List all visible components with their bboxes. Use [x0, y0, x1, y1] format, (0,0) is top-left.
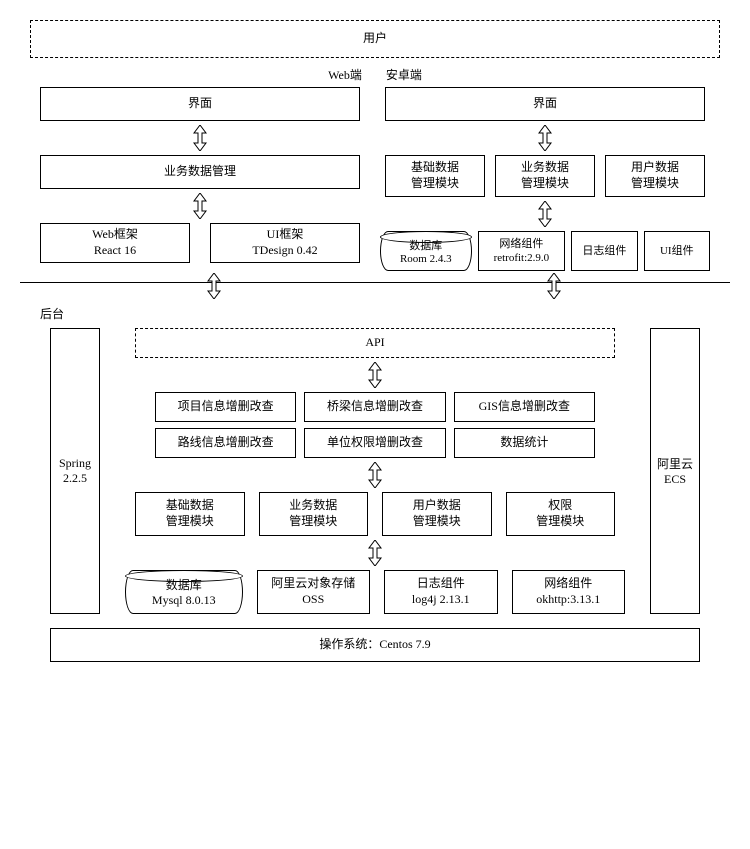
- web-fw-web-label: Web框架 React 16: [92, 227, 138, 258]
- android-db-label: 数据库 Room 2.4.3: [400, 237, 452, 265]
- api-label: API: [365, 335, 384, 351]
- user-label: 用户: [363, 31, 387, 47]
- svc-r1c1: 项目信息增删改查: [155, 392, 296, 422]
- android-mod-biz: 业务数据 管理模块: [495, 155, 595, 197]
- android-mod-base: 基础数据 管理模块: [385, 155, 485, 197]
- mgr-perm: 权限 管理模块: [506, 492, 616, 536]
- backend-left-label: Spring 2.2.5: [59, 456, 91, 486]
- arrow-icon: [366, 462, 384, 488]
- svc-r2c2-label: 单位权限增删改查: [327, 435, 423, 451]
- mgr-biz-label: 业务数据 管理模块: [289, 498, 337, 529]
- android-uic-label: UI组件: [660, 244, 694, 258]
- svc-r1c1-label: 项目信息增删改查: [178, 399, 274, 415]
- web-biz-box: 业务数据管理: [40, 155, 360, 189]
- arrow-icon: [536, 125, 554, 151]
- android-column: 界面 基础数据 管理模块 业务数据 管理模块 用户数据 管理模块 数据库 Roo…: [380, 87, 710, 271]
- svc-r1c2-label: 桥梁信息增删改查: [327, 399, 423, 415]
- mgr-biz: 业务数据 管理模块: [259, 492, 369, 536]
- arrow-icon: [366, 540, 384, 566]
- arrow-icon: [191, 193, 209, 219]
- os-label: 操作系统：Centos 7.9: [319, 637, 430, 653]
- svc-r1c3-label: GIS信息增删改查: [479, 399, 570, 415]
- infra-db-label: 数据库 Mysql 8.0.13: [152, 576, 216, 608]
- android-ui-label: 界面: [533, 96, 557, 112]
- android-mod-base-label: 基础数据 管理模块: [411, 160, 459, 191]
- os-box: 操作系统：Centos 7.9: [50, 628, 700, 662]
- arrow-icon: [536, 201, 554, 227]
- web-ui-box: 界面: [40, 87, 360, 121]
- api-box: API: [135, 328, 615, 358]
- infra-log-label: 日志组件 log4j 2.13.1: [412, 576, 470, 607]
- android-ui-box: 界面: [385, 87, 705, 121]
- divider-line: [20, 282, 730, 283]
- web-fw-ui-label: UI框架 TDesign 0.42: [252, 227, 317, 258]
- svc-r2c3: 数据统计: [454, 428, 595, 458]
- svc-r2c1-label: 路线信息增删改查: [178, 435, 274, 451]
- infra-oss: 阿里云对象存储 OSS: [257, 570, 371, 614]
- client-labels: Web端 安卓端: [20, 66, 730, 83]
- svc-r2c1: 路线信息增删改查: [155, 428, 296, 458]
- svc-r2c3-label: 数据统计: [500, 435, 548, 451]
- backend-right-label: 阿里云 ECS: [657, 455, 693, 487]
- web-column: 界面 业务数据管理 Web框架 React 16 UI框架 TDesign 0.…: [40, 87, 360, 263]
- backend-right-box: 阿里云 ECS: [650, 328, 700, 614]
- mgr-base-label: 基础数据 管理模块: [166, 498, 214, 529]
- mgr-user: 用户数据 管理模块: [382, 492, 492, 536]
- svc-r1c3: GIS信息增删改查: [454, 392, 595, 422]
- infra-net: 网络组件 okhttp:3.13.1: [512, 570, 626, 614]
- svc-r2c2: 单位权限增删改查: [304, 428, 445, 458]
- infra-db: 数据库 Mysql 8.0.13: [125, 570, 243, 614]
- web-biz-label: 业务数据管理: [164, 164, 236, 180]
- web-fw-ui-box: UI框架 TDesign 0.42: [210, 223, 360, 263]
- infra-oss-label: 阿里云对象存储 OSS: [271, 576, 355, 607]
- android-net-label: 网络组件 retrofit:2.9.0: [494, 237, 550, 266]
- backend-left-box: Spring 2.2.5: [50, 328, 100, 614]
- mgr-perm-label: 权限 管理模块: [536, 498, 584, 529]
- svc-r1c2: 桥梁信息增删改查: [304, 392, 445, 422]
- android-mod-biz-label: 业务数据 管理模块: [521, 160, 569, 191]
- web-section-label: Web端: [328, 66, 362, 83]
- mgr-base: 基础数据 管理模块: [135, 492, 245, 536]
- arrow-icon: [191, 125, 209, 151]
- web-fw-web-box: Web框架 React 16: [40, 223, 190, 263]
- backend-section-label: 后台: [40, 305, 730, 322]
- android-mod-user: 用户数据 管理模块: [605, 155, 705, 197]
- user-box: 用户: [30, 20, 720, 58]
- arrow-icon: [366, 362, 384, 388]
- web-ui-label: 界面: [188, 96, 212, 112]
- android-mod-user-label: 用户数据 管理模块: [631, 160, 679, 191]
- infra-log: 日志组件 log4j 2.13.1: [384, 570, 498, 614]
- arrow-icon: [545, 273, 563, 299]
- android-section-label: 安卓端: [386, 66, 422, 83]
- mgr-user-label: 用户数据 管理模块: [413, 498, 461, 529]
- android-log-label: 日志组件: [582, 244, 626, 258]
- arrow-icon: [205, 273, 223, 299]
- infra-net-label: 网络组件 okhttp:3.13.1: [536, 576, 600, 607]
